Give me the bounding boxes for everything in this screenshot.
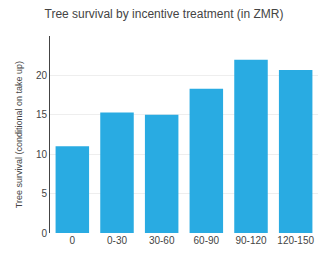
svg-text:90-120: 90-120 <box>235 235 267 246</box>
svg-text:0: 0 <box>70 235 76 246</box>
svg-text:Tree survival by incentive tre: Tree survival by incentive treatment (in… <box>45 7 284 21</box>
svg-text:10: 10 <box>36 149 48 160</box>
svg-text:0-30: 0-30 <box>107 235 127 246</box>
svg-text:120-150: 120-150 <box>277 235 314 246</box>
svg-text:15: 15 <box>36 109 48 120</box>
svg-text:30-60: 30-60 <box>149 235 175 246</box>
svg-text:0: 0 <box>41 228 47 239</box>
svg-text:20: 20 <box>36 70 48 81</box>
svg-text:Tree survival (conditional on: Tree survival (conditional on take up) <box>14 61 24 208</box>
svg-text:5: 5 <box>41 188 47 199</box>
svg-text:60-90: 60-90 <box>194 235 220 246</box>
